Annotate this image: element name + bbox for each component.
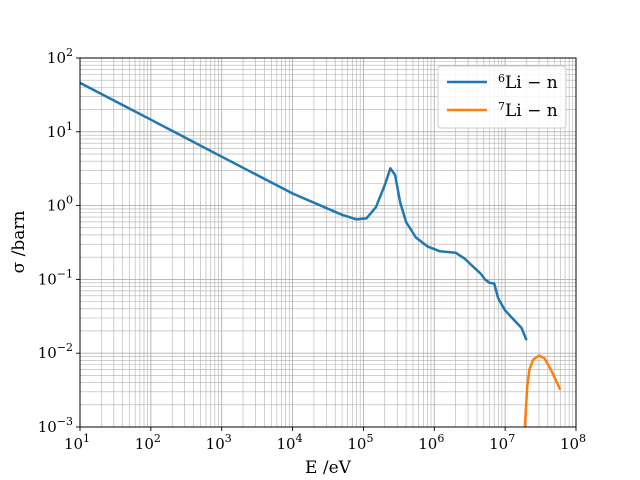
x-tick-base: 10 (64, 435, 83, 453)
legend-label-li6-mass: 6 (498, 72, 505, 85)
x-tick-label: 101 (64, 432, 90, 453)
y-tick-label: 10−1 (38, 267, 73, 288)
y-tick-base: 10 (47, 123, 66, 141)
y-tick-exponent: 0 (66, 194, 73, 207)
y-tick-base: 10 (47, 49, 66, 67)
y-tick-label: 10−3 (38, 415, 73, 436)
x-tick-label: 104 (277, 432, 303, 453)
x-tick-exponent: 7 (508, 432, 515, 445)
legend-label-li6: 6Li − n (498, 72, 558, 93)
y-tick-exponent: 1 (66, 120, 73, 133)
x-tick-label: 102 (135, 432, 161, 453)
y-tick-exponent: 2 (66, 46, 73, 59)
y-tick-label: 10−2 (38, 341, 73, 362)
legend-label-li7-text: Li − n (505, 101, 558, 121)
y-tick-label: 101 (47, 120, 73, 141)
x-tick-label: 105 (347, 432, 373, 453)
x-tick-base: 10 (206, 435, 225, 453)
y-tick-label: 100 (47, 194, 73, 215)
y-tick-exponent: −1 (57, 267, 73, 280)
y-tick-exponent: −3 (57, 415, 73, 428)
x-axis-ticks: 101 102 103 104 105 106 107 108 (64, 427, 586, 453)
x-tick-exponent: 5 (366, 432, 373, 445)
legend-label-li7: 7Li − n (498, 100, 558, 121)
x-tick-exponent: 3 (225, 432, 232, 445)
x-tick-base: 10 (347, 435, 366, 453)
series-lines (79, 81, 562, 428)
plot-frame (79, 57, 577, 428)
x-tick-base: 10 (277, 435, 296, 453)
legend-label-li7-mass: 7 (498, 100, 505, 113)
x-tick-base: 10 (135, 435, 154, 453)
series-li7-line (523, 354, 562, 428)
x-tick-label: 108 (560, 432, 586, 453)
x-tick-label: 106 (418, 432, 444, 453)
x-tick-base: 10 (560, 435, 579, 453)
legend-label-li6-text: Li − n (505, 73, 558, 93)
x-tick-base: 10 (418, 435, 437, 453)
x-tick-exponent: 1 (83, 432, 90, 445)
x-tick-exponent: 4 (296, 432, 303, 445)
y-tick-exponent: −2 (57, 341, 73, 354)
y-tick-base: 10 (38, 270, 57, 288)
x-tick-exponent: 6 (437, 432, 444, 445)
x-tick-label: 103 (206, 432, 232, 453)
y-axis-label: σ /barn (9, 211, 29, 274)
y-tick-label: 102 (47, 46, 73, 67)
y-tick-base: 10 (38, 344, 57, 362)
x-tick-base: 10 (489, 435, 508, 453)
y-tick-base: 10 (47, 197, 66, 215)
x-axis-label: E /eV (305, 458, 352, 478)
legend: 6Li − n 7Li − n (437, 65, 567, 129)
x-tick-exponent: 8 (579, 432, 586, 445)
y-tick-base: 10 (38, 418, 57, 436)
series-li6-line (79, 81, 528, 341)
x-tick-exponent: 2 (154, 432, 161, 445)
x-tick-label: 107 (489, 432, 515, 453)
